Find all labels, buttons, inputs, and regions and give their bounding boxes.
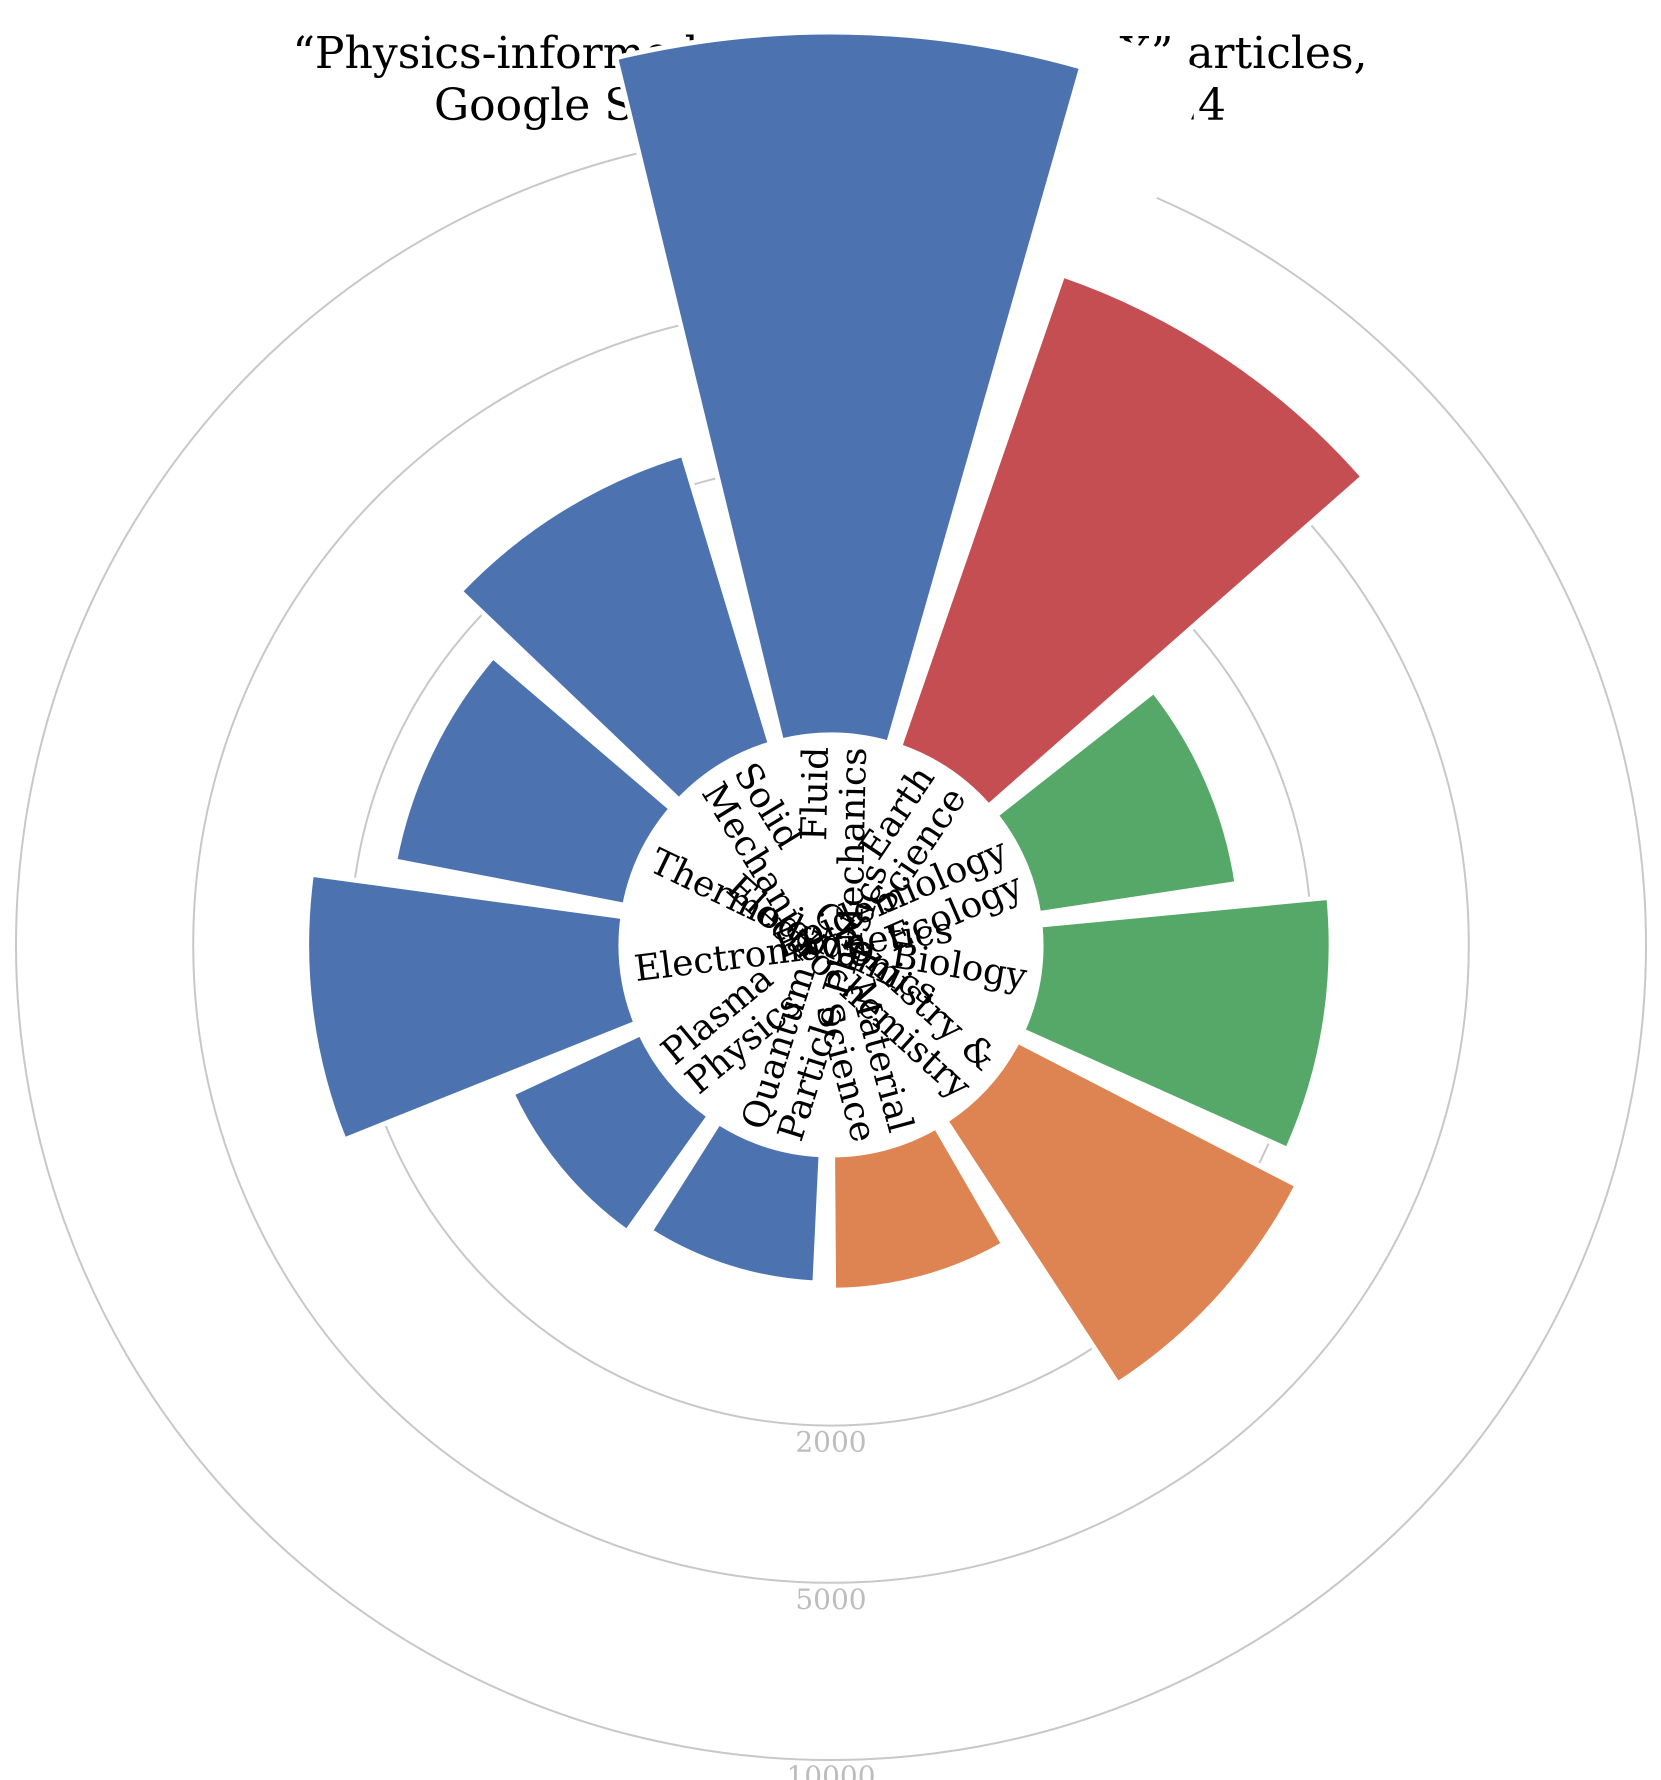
- bar-material-science: [830, 1123, 1008, 1293]
- bar-earth-science: [896, 271, 1367, 810]
- bar-thermodynamics: [391, 653, 675, 909]
- bar-quantum-particle-physics: [646, 1119, 824, 1286]
- bar-epidemiology-ecology: [992, 687, 1240, 917]
- bar-chemistry-electrochemistry: [942, 1037, 1301, 1388]
- category-labels: FluidMechanicsEarthScienceEpidemiology& …: [632, 746, 1030, 1146]
- bar-series: [304, 29, 1367, 1388]
- bar-plasma-physics: [508, 1030, 713, 1236]
- radial-tick-label: 10000: [786, 1760, 875, 1780]
- bar-fluid-mechanics: [612, 29, 1085, 747]
- bar-solid-mechanics: [456, 451, 774, 804]
- radial-tick-label: 2000: [795, 1426, 866, 1459]
- bar-electromagnetics: [304, 871, 640, 1144]
- bar-biology: [1019, 894, 1334, 1153]
- category-label: FluidMechanics: [792, 746, 875, 944]
- radial-tick-labels: 2000 5000 10000: [786, 1426, 875, 1780]
- radial-tick-label: 5000: [795, 1583, 866, 1616]
